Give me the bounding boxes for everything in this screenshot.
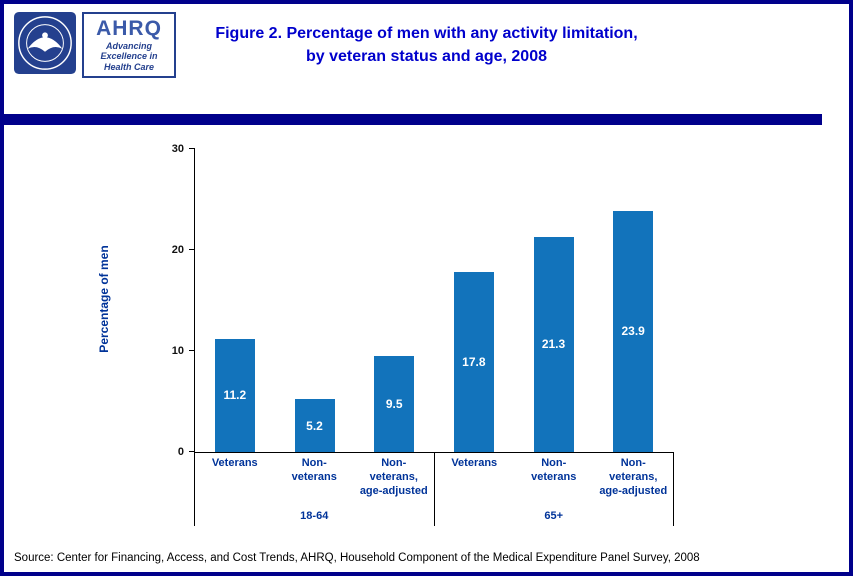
ahrq-logo-text: AHRQ: [96, 16, 162, 40]
bar: 11.2: [214, 338, 255, 452]
y-axis-title: Percentage of men: [97, 245, 111, 353]
x-axis-group: Veterans Non- veterans Non- veterans, age-…: [195, 452, 435, 526]
bar-slot: 17.8: [434, 149, 514, 452]
y-tick-mark: [189, 249, 195, 250]
header: AHRQ Advancing Excellence in Health Care…: [4, 4, 849, 114]
bar: 17.8: [453, 272, 494, 452]
hhs-seal-icon: [14, 12, 76, 74]
y-tick-label: 0: [177, 446, 184, 458]
header-divider-bar: [4, 114, 822, 125]
age-group-label: 65+: [544, 510, 564, 522]
bar-slot: 21.3: [514, 149, 594, 452]
y-tick-label: 10: [171, 345, 184, 357]
bars-container: 11.2 5.2 9.5 17.8 21.3 23.9: [195, 149, 673, 452]
ahrq-tagline-line3: Health Care: [103, 61, 154, 72]
bar-value-label: 23.9: [621, 324, 645, 339]
x-axis-group: Veterans Non- veterans Non- veterans, age-…: [435, 452, 674, 526]
bar-value-label: 9.5: [385, 397, 403, 412]
y-tick-mark: [189, 350, 195, 351]
bar: 21.3: [533, 236, 574, 452]
category-label: Veterans: [451, 457, 498, 469]
bar: 23.9: [613, 210, 654, 452]
bar-slot: 23.9: [593, 149, 673, 452]
y-tick-mark: [189, 451, 195, 452]
ahrq-logo: AHRQ Advancing Excellence in Health Care: [82, 12, 176, 78]
x-axis-area: Veterans Non- veterans Non- veterans, age-…: [194, 452, 674, 526]
y-tick-label: 20: [171, 244, 184, 256]
category-label-row: Veterans Non- veterans Non- veterans, age-…: [435, 452, 674, 498]
category-label: Non- veterans, age-adjusted: [599, 457, 668, 497]
category-label: Non- veterans, age-adjusted: [359, 457, 428, 497]
figure-title-line1: Figure 2. Percentage of men with any act…: [215, 25, 638, 42]
ahrq-tagline: Advancing Excellence in Health Care: [100, 41, 157, 72]
figure-title-line2: by veteran status and age, 2008: [306, 48, 547, 66]
bar: 9.5: [374, 356, 415, 452]
bar-slot: 9.5: [354, 149, 434, 452]
plot-area: 11.2 5.2 9.5 17.8 21.3 23.9 0 10 20 30: [172, 143, 673, 458]
bar: 5.2: [294, 399, 335, 452]
source-note: Source: Center for Financing, Access, an…: [14, 552, 700, 564]
figure-title: Figure 2. Percentage of men with any act…: [4, 22, 849, 68]
bar-value-label: 11.2: [223, 388, 247, 403]
age-group-label: 18-64: [300, 510, 329, 522]
y-tick-mark: [189, 148, 195, 149]
category-label: Veterans: [211, 457, 258, 469]
ahrq-tagline-line2: Excellence in: [100, 51, 158, 62]
bar-value-label: 17.8: [462, 355, 486, 370]
ahrq-tagline-line1: Advancing: [105, 40, 152, 51]
bar-slot: 11.2: [195, 149, 275, 452]
bar-slot: 5.2: [275, 149, 355, 452]
category-label: Non- veterans: [291, 457, 337, 483]
category-label: Non- veterans: [531, 457, 577, 483]
bar-value-label: 21.3: [541, 337, 566, 352]
bar-value-label: 5.2: [306, 418, 323, 433]
bar-group: 17.8 21.3 23.9: [434, 149, 673, 452]
category-label-row: Veterans Non- veterans Non- veterans, age-…: [195, 452, 434, 498]
y-tick-label: 30: [171, 143, 184, 155]
bar-group: 11.2 5.2 9.5: [195, 149, 434, 452]
bar-chart: Percentage of men 11.2 5.2 9.5 17.8 21.3 23.9…: [4, 125, 849, 545]
